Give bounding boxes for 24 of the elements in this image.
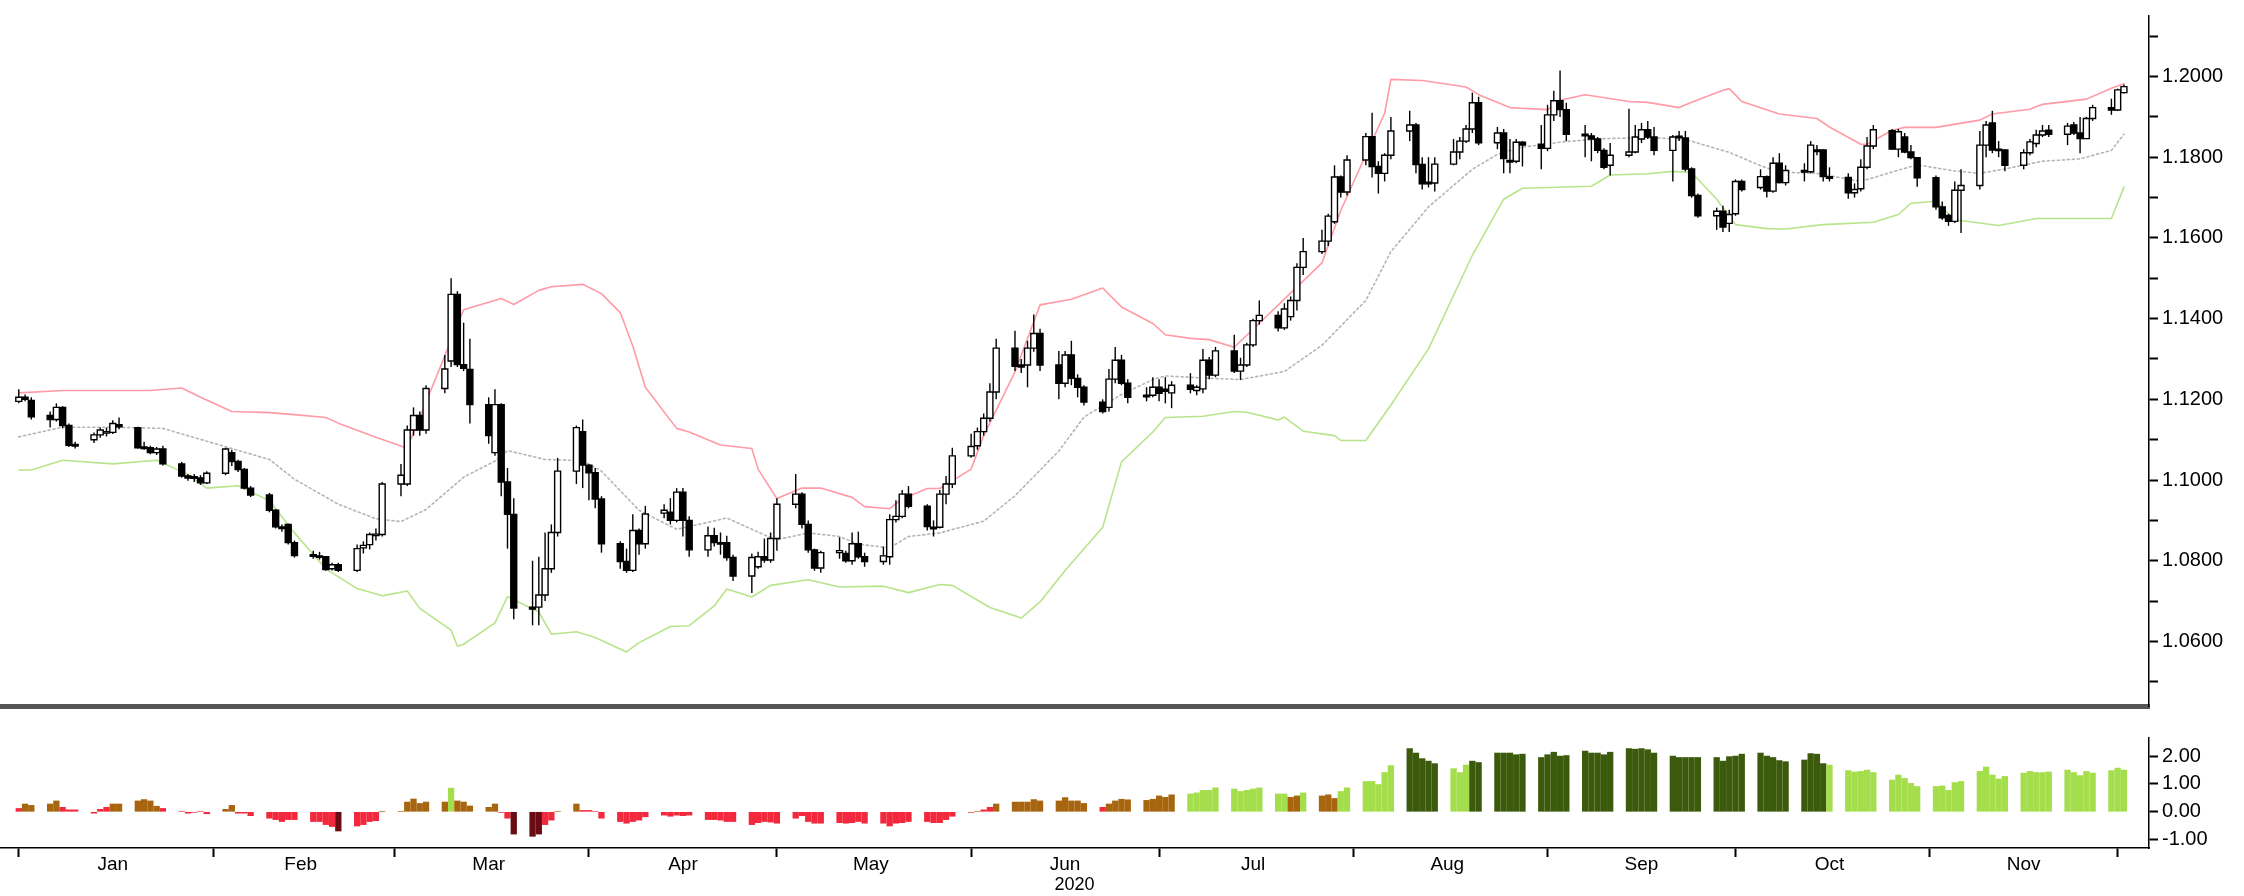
y-tick-label: 1.0800	[2162, 548, 2224, 571]
x-tick-label: Jun	[1049, 852, 1081, 874]
x-tick-label: Jul	[1240, 852, 1266, 874]
y-tick-label: -1.00	[2162, 827, 2208, 850]
x-tick-label: Jan	[97, 852, 129, 874]
y-tick-label: 1.00	[2162, 771, 2201, 794]
y-tick-label: 2.00	[2162, 743, 2201, 766]
y-tick-label: 1.2000	[2162, 64, 2224, 87]
x-tick-label: Apr	[668, 852, 699, 874]
y-tick-label: 1.1600	[2162, 225, 2224, 248]
y-tick-label: 1.1400	[2162, 306, 2224, 329]
x-tick-label: May	[852, 852, 890, 874]
x-tick-label: Aug	[1430, 852, 1465, 874]
x-tick-label: Sep	[1624, 852, 1659, 874]
x-tick-label: Nov	[2006, 852, 2042, 874]
y-tick-label: 1.1800	[2162, 144, 2224, 167]
y-tick-label: 1.1000	[2162, 467, 2224, 490]
x-tick-label: Oct	[1814, 852, 1845, 874]
y-tick-label: 1.0600	[2162, 628, 2224, 651]
x-axis-title: 2020	[1054, 874, 1095, 895]
y-tick-label: 1.1200	[2162, 386, 2224, 409]
x-tick-label: Feb	[284, 852, 318, 874]
x-tick-label: Mar	[472, 852, 506, 874]
y-tick-label: 0.00	[2162, 799, 2201, 822]
